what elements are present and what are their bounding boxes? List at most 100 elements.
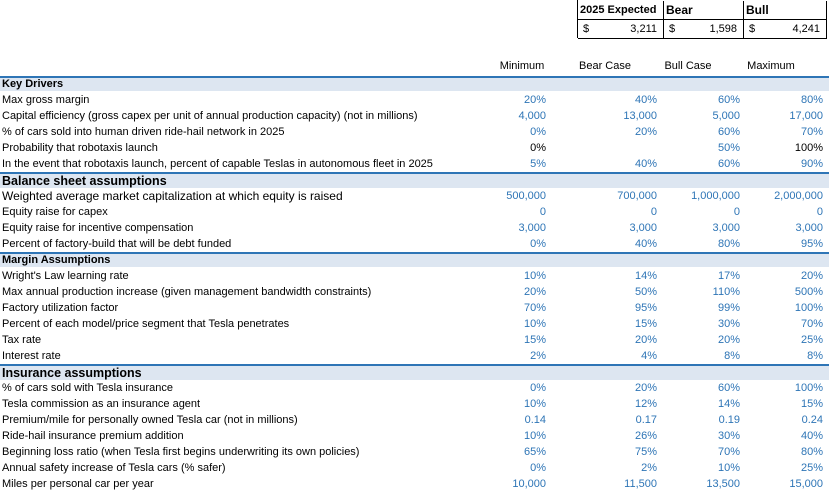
cell-minimum[interactable]: 15% [523,334,546,346]
cell-bull[interactable]: 13,500 [706,478,740,490]
cell-minimum[interactable]: 0% [530,126,546,138]
cell-minimum[interactable]: 0% [530,462,546,474]
table-row[interactable]: Capital efficiency (gross capex per unit… [0,108,829,124]
cell-minimum[interactable]: 4,000 [518,110,546,122]
cell-bull[interactable]: 60% [717,126,740,138]
cell-minimum[interactable]: 65% [523,446,546,458]
cell-bull[interactable]: 50% [717,142,740,154]
cell-maximum[interactable]: 2,000,000 [774,190,823,202]
cell-maximum[interactable]: 100% [794,142,823,154]
expected-value-cell[interactable]: $ 3,211 [578,20,664,38]
table-row[interactable]: Equity raise for capex 0 0 0 0 [0,204,829,220]
cell-bear[interactable]: 2% [641,462,657,474]
section-margin-assumptions[interactable]: Margin Assumptions [0,252,829,267]
cell-bear[interactable]: 12% [634,398,657,410]
table-row[interactable]: Factory utilization factor 70% 95% 99% 1… [0,300,829,316]
cell-bull[interactable]: 30% [717,318,740,330]
section-balance-sheet-assumptions[interactable]: Balance sheet assumptions [0,172,829,188]
cell-bull[interactable]: 8% [724,350,740,362]
cell-minimum[interactable]: 2% [530,350,546,362]
cell-minimum[interactable]: 10% [523,430,546,442]
cell-minimum[interactable]: 10% [523,270,546,282]
header-bull[interactable]: Bull [744,1,827,19]
header-bear[interactable]: Bear [664,1,744,19]
cell-bear[interactable]: 15% [634,318,657,330]
cell-minimum[interactable]: 20% [523,286,546,298]
cell-maximum[interactable]: 0 [816,206,823,218]
cell-bear[interactable]: 11,500 [624,478,657,490]
cell-minimum[interactable]: 0.14 [524,414,546,426]
section-key-drivers[interactable]: Key Drivers [0,76,829,91]
table-row[interactable]: Ride-hail insurance premium addition 10%… [0,428,829,444]
cell-minimum[interactable]: 0% [530,382,546,394]
cell-maximum[interactable]: 0.24 [801,414,823,426]
cell-bull[interactable]: 20% [717,334,740,346]
cell-maximum[interactable]: 17,000 [789,110,823,122]
cell-bull[interactable]: 1,000,000 [691,190,740,202]
cell-bear[interactable]: 0 [650,206,657,218]
cell-maximum[interactable]: 25% [800,462,823,474]
cell-bull[interactable]: 0 [733,206,740,218]
bull-value-cell[interactable]: $ 4,241 [744,20,827,38]
table-row[interactable]: Percent of factory-build that will be de… [0,236,829,252]
cell-bear[interactable]: 20% [634,334,657,346]
cell-minimum[interactable]: 0 [539,206,546,218]
cell-maximum[interactable]: 100% [794,382,823,394]
cell-bull[interactable]: 14% [717,398,740,410]
cell-bear[interactable]: 4% [641,350,657,362]
cell-bull[interactable]: 110% [712,286,740,298]
cell-maximum[interactable]: 15% [800,398,823,410]
cell-bear[interactable]: 26% [634,430,657,442]
cell-bull[interactable]: 60% [717,94,740,106]
bear-value-cell[interactable]: $ 1,598 [664,20,744,38]
cell-minimum[interactable]: 0% [530,142,546,154]
cell-minimum[interactable]: 70% [523,302,546,314]
column-header-bull-case[interactable]: Bull Case [664,60,712,72]
cell-bear[interactable]: 20% [634,382,657,394]
header-2025-expected[interactable]: 2025 Expected [578,1,664,19]
cell-minimum[interactable]: 5% [530,158,546,170]
cell-bull[interactable]: 60% [717,382,740,394]
column-header-bear-case[interactable]: Bear Case [579,60,631,72]
cell-minimum[interactable]: 10% [523,318,546,330]
cell-minimum[interactable]: 10,000 [512,478,546,490]
cell-bear[interactable]: 50% [634,286,657,298]
cell-bull[interactable]: 5,000 [712,110,740,122]
column-header-minimum[interactable]: Minimum [499,60,545,72]
cell-minimum[interactable]: 3,000 [518,222,546,234]
table-row[interactable]: Probability that robotaxis launch 0% 50%… [0,140,829,156]
cell-maximum[interactable]: 100% [794,302,823,314]
table-row[interactable]: % of cars sold with Tesla insurance 0% 2… [0,380,829,396]
table-row[interactable]: Interest rate 2% 4% 8% 8% [0,348,829,364]
table-row[interactable]: Annual safety increase of Tesla cars (% … [0,460,829,476]
cell-minimum[interactable]: 0% [530,238,546,250]
cell-maximum[interactable]: 70% [800,126,823,138]
table-row[interactable]: % of cars sold into human driven ride-ha… [0,124,829,140]
cell-maximum[interactable]: 15,000 [789,478,823,490]
cell-bear[interactable]: 20% [634,126,657,138]
cell-maximum[interactable]: 20% [800,270,823,282]
cell-bear[interactable]: 3,000 [629,222,657,234]
cell-bull[interactable]: 3,000 [712,222,740,234]
cell-bull[interactable]: 60% [717,158,740,170]
cell-bull[interactable]: 30% [717,430,740,442]
table-row[interactable]: Percent of each model/price segment that… [0,316,829,332]
table-row[interactable]: Max annual production increase (given ma… [0,284,829,300]
section-insurance-assumptions[interactable]: Insurance assumptions [0,364,829,380]
table-row[interactable]: Weighted average market capitalization a… [0,188,829,204]
cell-bear[interactable]: 95% [634,302,657,314]
cell-minimum[interactable]: 500,000 [506,190,546,202]
cell-bull[interactable]: 10% [717,462,740,474]
cell-bear[interactable]: 13,000 [623,110,657,122]
cell-bear[interactable]: 700,000 [617,190,657,202]
cell-maximum[interactable]: 95% [800,238,823,250]
cell-bear[interactable]: 40% [634,238,657,250]
table-row[interactable]: Tax rate 15% 20% 20% 25% [0,332,829,348]
cell-maximum[interactable]: 40% [800,430,823,442]
cell-bear[interactable]: 0.17 [635,414,657,426]
cell-bear[interactable]: 75% [634,446,657,458]
column-header-maximum[interactable]: Maximum [747,60,795,72]
cell-maximum[interactable]: 80% [800,446,823,458]
cell-maximum[interactable]: 500% [794,286,823,298]
table-row[interactable]: Max gross margin 20% 40% 60% 80% [0,92,829,108]
